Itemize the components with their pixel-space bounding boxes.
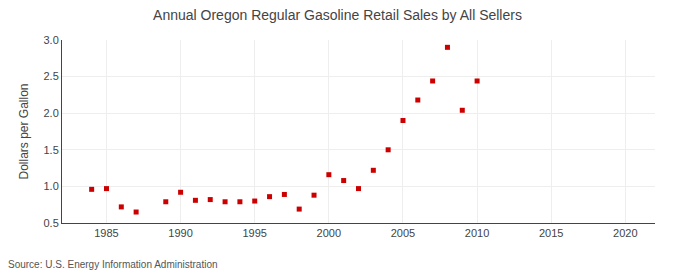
svg-text:2010: 2010 (465, 227, 489, 239)
svg-text:2015: 2015 (539, 227, 563, 239)
svg-text:1985: 1985 (94, 227, 118, 239)
svg-text:1.5: 1.5 (44, 144, 59, 156)
svg-text:Annual Oregon Regular Gasoline: Annual Oregon Regular Gasoline Retail Sa… (153, 7, 522, 23)
svg-text:2005: 2005 (391, 227, 415, 239)
svg-text:3.0: 3.0 (44, 34, 59, 46)
svg-text:2.5: 2.5 (44, 70, 59, 82)
svg-text:Source: U.S. Energy Informatio: Source: U.S. Energy Information Administ… (8, 259, 218, 270)
svg-text:1.0: 1.0 (44, 180, 59, 192)
svg-text:2.0: 2.0 (44, 107, 59, 119)
svg-text:0.5: 0.5 (44, 217, 59, 229)
svg-text:1990: 1990 (168, 227, 192, 239)
svg-text:2020: 2020 (613, 227, 637, 239)
svg-text:2000: 2000 (317, 227, 341, 239)
svg-text:1995: 1995 (242, 227, 266, 239)
svg-text:Dollars per Gallon: Dollars per Gallon (17, 83, 31, 179)
